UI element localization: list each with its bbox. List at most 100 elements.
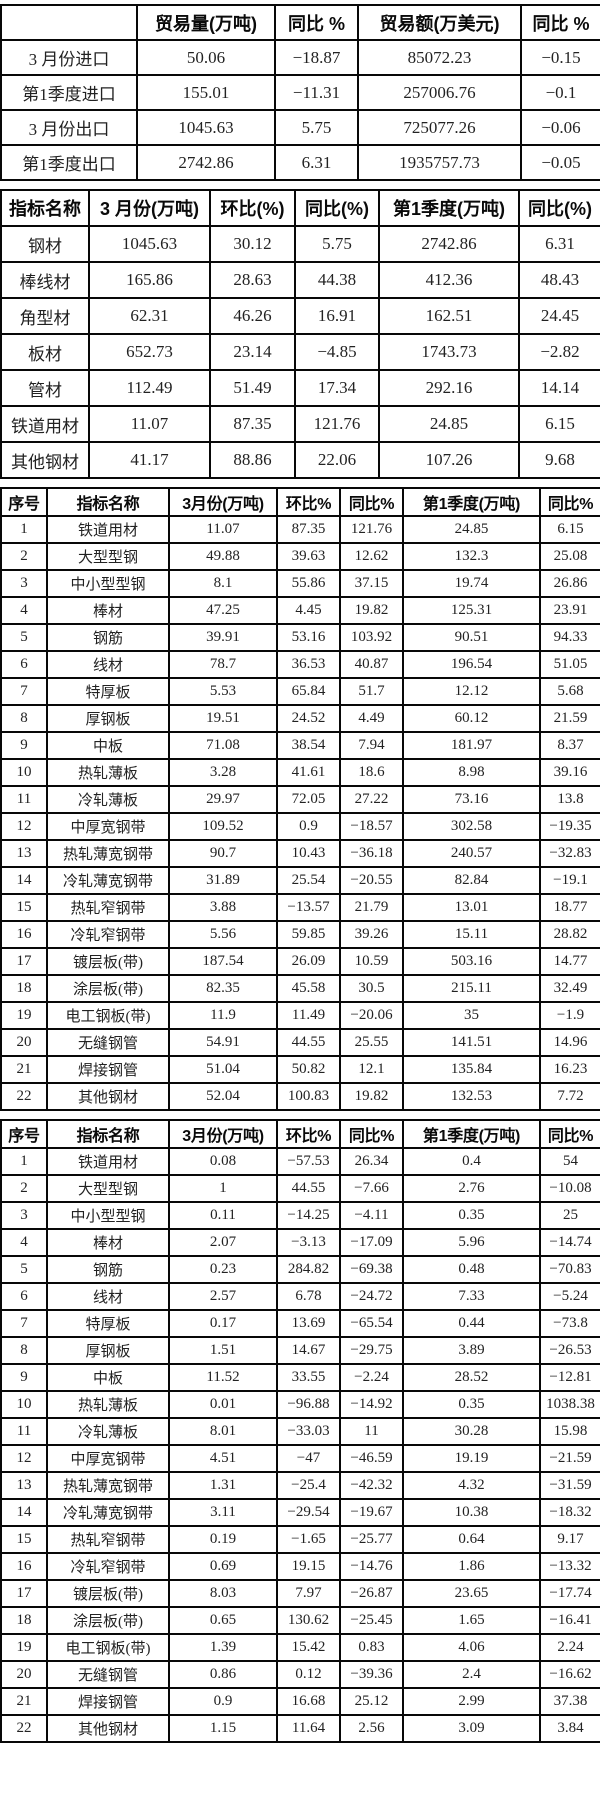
table-cell: 90.51 [402,623,541,652]
table-cell: 78.7 [168,650,278,679]
table-row: 角型材 62.31 46.26 16.91 162.51 24.45 [0,297,600,335]
table-cell: 503.16 [402,947,541,976]
table-cell: 15 [0,893,48,922]
table-cell: 5 [0,1255,48,1284]
table-cell: 冷轧薄宽钢带 [46,866,170,895]
table-row: 钢材 1045.63 30.12 5.75 2742.86 6.31 [0,225,600,263]
table-cell: 21.59 [539,704,600,733]
table-row: 19 电工钢板(带) 11.9 11.49 −20.06 35 −1.9 [0,1001,600,1030]
table-row: 16 冷轧窄钢带 0.69 19.15 −14.76 1.86 −13.32 [0,1552,600,1581]
table-cell: 0.23 [168,1255,278,1284]
table-cell: 0.11 [168,1201,278,1230]
column-header: 贸易额(万美元) [357,4,522,41]
table-cell: 特厚板 [46,1309,170,1338]
table-cell: 31.89 [168,866,278,895]
table-cell: −19.67 [339,1498,404,1527]
table-cell: 47.25 [168,596,278,625]
table-row: 13 热轧薄宽钢带 90.7 10.43 −36.18 240.57 −32.83 [0,839,600,868]
table-cell: 3 [0,1201,48,1230]
table-cell: 25.55 [339,1028,404,1057]
table-cell: 26.86 [539,569,600,598]
table-cell: 焊接钢管 [46,1687,170,1716]
table-cell: 1045.63 [88,225,211,263]
table-cell: 线材 [46,1282,170,1311]
table-cell: 特厚板 [46,677,170,706]
table-cell: 0.83 [339,1633,404,1662]
table-cell: 21 [0,1687,48,1716]
table-cell: 88.86 [209,441,296,479]
table-cell: 0.9 [168,1687,278,1716]
table-cell: 1 [0,515,48,544]
table-cell: 302.58 [402,812,541,841]
table-row: 第1季度进口 155.01 −11.31 257006.76 −0.1 [0,74,600,111]
table-cell: −5.24 [539,1282,600,1311]
table-cell: 热轧窄钢带 [46,893,170,922]
table-cell: 5 [0,623,48,652]
table-cell: 30.12 [209,225,296,263]
table-cell: 3.89 [402,1336,541,1365]
table-row: 21 焊接钢管 0.9 16.68 25.12 2.99 37.38 [0,1687,600,1716]
table-cell: 18.77 [539,893,600,922]
table-row: 16 冷轧窄钢带 5.56 59.85 39.26 15.11 28.82 [0,920,600,949]
table-cell: 25 [539,1201,600,1230]
table-cell: 0.9 [276,812,341,841]
table-cell: 27.22 [339,785,404,814]
table-cell: 11 [339,1417,404,1446]
table-cell: −26.87 [339,1579,404,1608]
table-cell: 中厚宽钢带 [46,1444,170,1473]
table-cell: −25.45 [339,1606,404,1635]
table-cell: 14.67 [276,1336,341,1365]
column-header: 指标名称 [46,487,170,517]
table-cell: 1045.63 [136,109,276,146]
table-cell: 28.63 [209,261,296,299]
table-cell: 0.19 [168,1525,278,1554]
table-cell: −19.35 [539,812,600,841]
table-cell: 管材 [0,369,90,407]
table-cell: 0.4 [402,1147,541,1176]
table-cell: 6.31 [518,225,600,263]
table-cell: 23.14 [209,333,296,371]
table-cell: 54 [539,1147,600,1176]
product-detail-table-1: 序号 指标名称 3月份(万吨) 环比% 同比% 第1季度(万吨) 同比% 1 铁道用材 11.0… [0,487,600,1111]
table-cell: −31.59 [539,1471,600,1500]
table-cell: 0.01 [168,1390,278,1419]
table-cell: 2.4 [402,1660,541,1689]
table-cell: 24.85 [402,515,541,544]
table-cell: 9.68 [518,441,600,479]
column-header: 同比 % [520,4,600,41]
table-row: 9 中板 71.08 38.54 7.94 181.97 8.37 [0,731,600,760]
table-cell: 15.98 [539,1417,600,1446]
table-cell: 17.34 [294,369,380,407]
table-cell: 14.14 [518,369,600,407]
table-cell: 棒线材 [0,261,90,299]
table-cell: 46.26 [209,297,296,335]
table-cell: 冷轧薄板 [46,785,170,814]
table-cell: −19.1 [539,866,600,895]
table-cell: 1743.73 [378,333,520,371]
table-cell: 725077.26 [357,109,522,146]
table-cell: 11.49 [276,1001,341,1030]
table-cell: 13 [0,1471,48,1500]
table-cell: 0.48 [402,1255,541,1284]
table-row: 棒线材 165.86 28.63 44.38 412.36 48.43 [0,261,600,299]
table-row: 10 热轧薄板 0.01 −96.88 −14.92 0.35 1038.38 [0,1390,600,1419]
table-cell: 10.59 [339,947,404,976]
column-header: 第1季度(万吨) [402,487,541,517]
table-cell: 196.54 [402,650,541,679]
table-row: 8 厚钢板 1.51 14.67 −29.75 3.89 −26.53 [0,1336,600,1365]
table-cell: 25.54 [276,866,341,895]
table-cell: 3.84 [539,1714,600,1743]
table-cell: 85072.23 [357,39,522,76]
table-cell: 板材 [0,333,90,371]
table-cell: 16 [0,1552,48,1581]
table-cell: 冷轧薄板 [46,1417,170,1446]
column-header: 同比% [539,1119,600,1149]
table-cell: 18 [0,1606,48,1635]
table-cell: 角型材 [0,297,90,335]
category-summary-table: 指标名称 3 月份(万吨) 环比(%) 同比(%) 第1季度(万吨) 同比(%) 钢材 10… [0,189,600,479]
table-cell: 257006.76 [357,74,522,111]
table-cell: 8.98 [402,758,541,787]
table-cell: 镀层板(带) [46,947,170,976]
table-cell: 72.05 [276,785,341,814]
table-cell: 12 [0,812,48,841]
